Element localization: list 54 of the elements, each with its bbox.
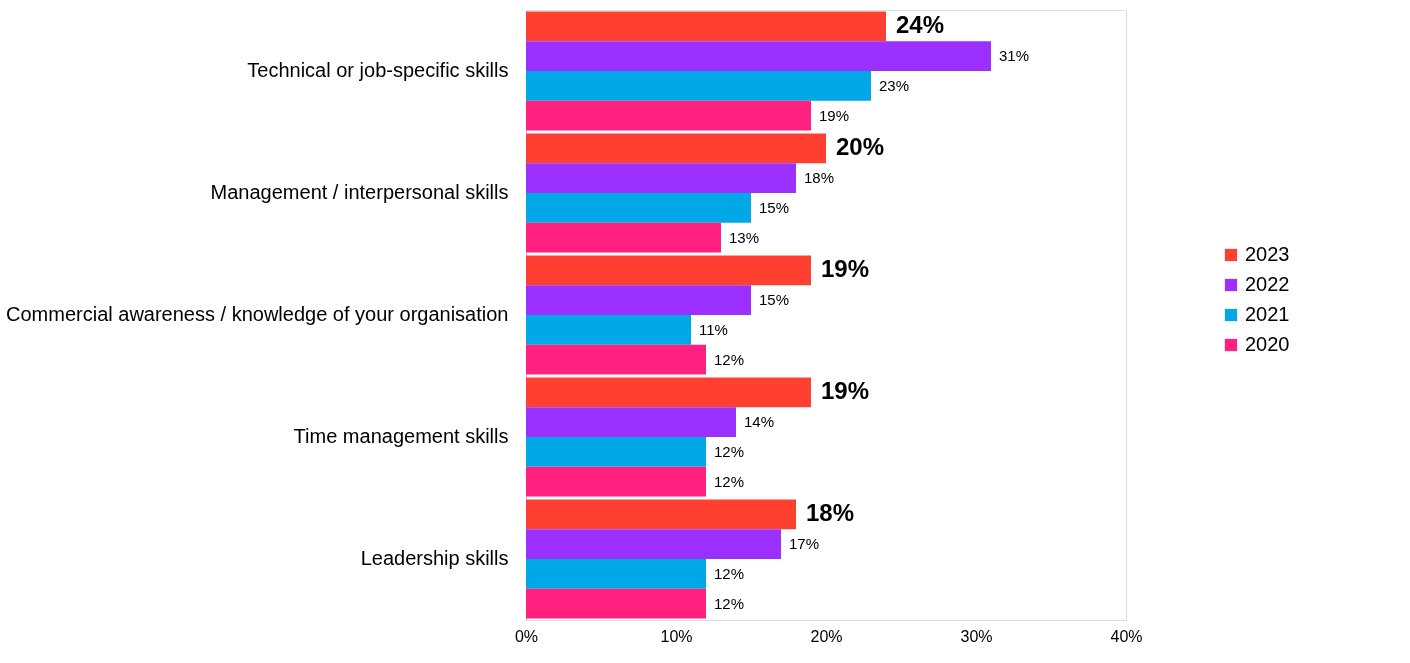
bar <box>526 588 706 619</box>
data-label: 23% <box>879 76 910 94</box>
legend-label: 2022 <box>1245 273 1290 295</box>
bar <box>526 255 811 286</box>
data-label: 20% <box>836 133 885 161</box>
legend-label: 2020 <box>1245 333 1290 355</box>
bar <box>526 100 811 131</box>
bar <box>526 285 751 315</box>
bar <box>526 133 826 164</box>
data-label: 15% <box>759 291 790 309</box>
bar <box>526 344 706 375</box>
x-tick-label: 0% <box>514 627 539 645</box>
legend-label: 2023 <box>1245 243 1290 265</box>
x-tick-label: 40% <box>1110 627 1143 645</box>
data-label: 11% <box>699 320 728 338</box>
bar <box>526 499 796 530</box>
data-label: 19% <box>821 377 870 405</box>
data-label: 12% <box>714 442 745 460</box>
bar <box>526 559 706 589</box>
bar <box>526 315 691 345</box>
legend-label: 2021 <box>1245 303 1290 325</box>
bar <box>526 222 721 253</box>
data-label: 13% <box>729 228 760 246</box>
data-label: 15% <box>759 198 790 216</box>
data-label: 12% <box>714 350 745 368</box>
data-label: 19% <box>819 106 850 124</box>
bar <box>526 407 736 437</box>
bar <box>526 41 991 71</box>
bar <box>526 377 811 408</box>
y-tick-label: Commercial awareness / knowledge of your organisation <box>6 303 509 325</box>
x-tick-label: 10% <box>660 627 693 645</box>
data-label: 18% <box>806 499 855 527</box>
bar <box>526 71 871 101</box>
data-label: 24% <box>896 11 945 39</box>
y-tick-label: Technical or job-specific skills <box>247 59 509 81</box>
data-label: 12% <box>714 472 745 490</box>
data-label: 31% <box>999 47 1030 65</box>
data-label: 12% <box>714 564 745 582</box>
y-tick-label: Management / interpersonal skills <box>210 181 509 203</box>
data-label: 19% <box>821 255 870 283</box>
bar <box>526 529 781 559</box>
y-tick-label: Time management skills <box>293 425 509 447</box>
data-label: 14% <box>744 413 775 431</box>
data-label: 18% <box>804 169 835 187</box>
bar <box>526 466 706 497</box>
bar <box>526 11 886 42</box>
y-tick-label: Leadership skills <box>360 547 509 569</box>
data-label: 17% <box>789 535 820 553</box>
bar <box>526 163 796 193</box>
x-tick-label: 30% <box>960 627 993 645</box>
data-label: 12% <box>714 594 745 612</box>
bar <box>526 193 751 223</box>
x-tick-label: 20% <box>810 627 843 645</box>
bar <box>526 437 706 467</box>
